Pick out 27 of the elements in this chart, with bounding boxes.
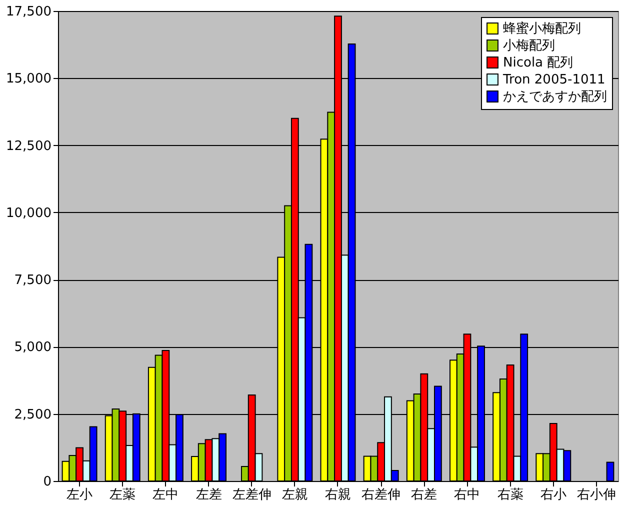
x-tick-label: 右小伸 — [576, 488, 616, 502]
y-tick-label: 0 — [43, 474, 52, 490]
x-tick-label: 左中 — [152, 488, 179, 502]
y-tick-label: 17,500 — [6, 4, 52, 20]
y-tick-label: 2,500 — [14, 407, 52, 422]
legend-label: かえであすか配列 — [503, 90, 607, 104]
x-tick-label: 右小 — [540, 488, 566, 502]
x-tick-label: 右薬 — [497, 488, 524, 502]
legend-label: 蜂蜜小梅配列 — [503, 20, 581, 36]
legend-label: Nicola 配列 — [503, 56, 574, 70]
x-tick-label: 左差伸 — [232, 488, 272, 502]
x-tick-label: 右中 — [454, 488, 480, 502]
y-tick-label: 5,000 — [14, 340, 52, 356]
x-tick-label: 左薬 — [110, 488, 136, 502]
x-tick-label: 左小 — [66, 488, 93, 502]
y-tick-label: 7,500 — [14, 273, 52, 288]
bar — [606, 462, 614, 482]
y-tick-label: 10,000 — [6, 206, 52, 221]
legend-label: 小梅配列 — [503, 38, 555, 54]
y-tick-label: 15,000 — [6, 72, 52, 87]
x-tick-label: 左差 — [196, 488, 222, 502]
x-tick-label: 左親 — [282, 488, 308, 502]
y-tick-label: 12,500 — [6, 138, 52, 154]
x-tick-label: 右差 — [411, 488, 438, 502]
legend-label: Tron 2005-1011 — [502, 72, 606, 88]
x-tick-label: 右差伸 — [362, 488, 401, 502]
x-tick-label: 右親 — [325, 488, 351, 502]
